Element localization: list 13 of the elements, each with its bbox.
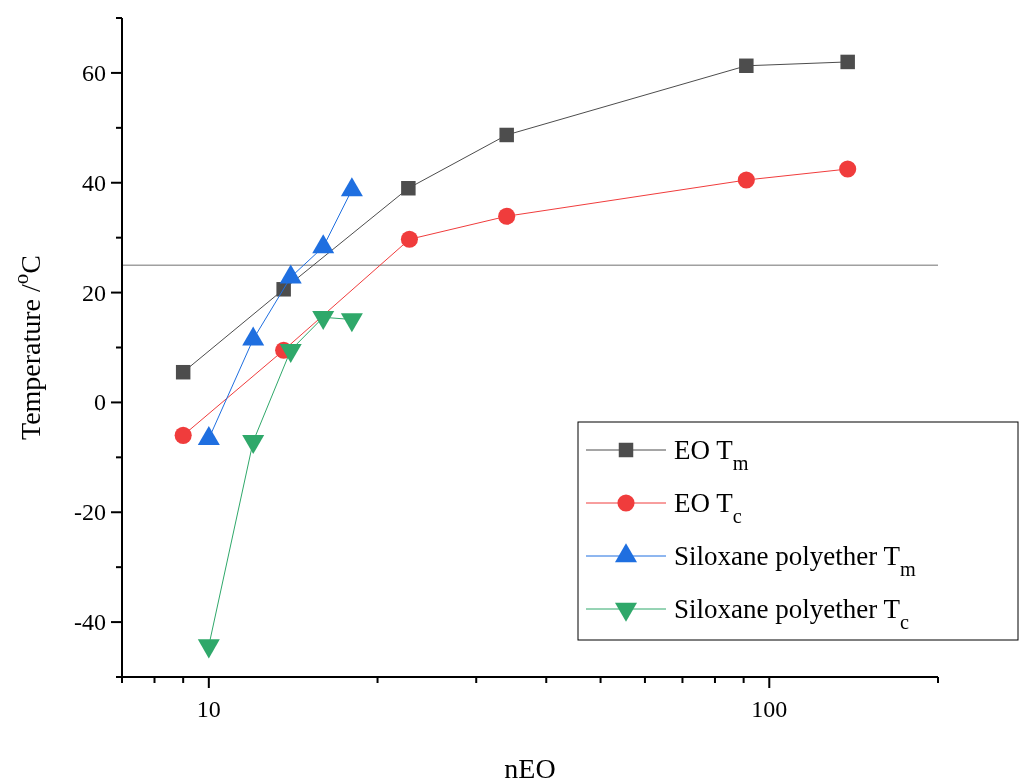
legend-label: Siloxane polyether T$_{c}$ (674, 594, 909, 633)
y-tick-label: -40 (74, 609, 106, 636)
y-tick-label: 20 (82, 279, 106, 306)
legend-label: EO T$_{c}$ (674, 488, 742, 527)
y-tick-label: 40 (82, 169, 106, 196)
y-tick-label: 0 (94, 389, 106, 416)
y-tick-label: -20 (74, 499, 106, 526)
legend-label: Siloxane polyether T$_{m}$ (674, 541, 916, 580)
legend-label: EO T$_{m}$ (674, 435, 749, 474)
y-tick-label: 60 (82, 59, 106, 86)
x-tick-label: 100 (751, 696, 788, 722)
x-axis-title: nEO (504, 753, 556, 782)
x-tick-label: 10 (196, 696, 221, 722)
